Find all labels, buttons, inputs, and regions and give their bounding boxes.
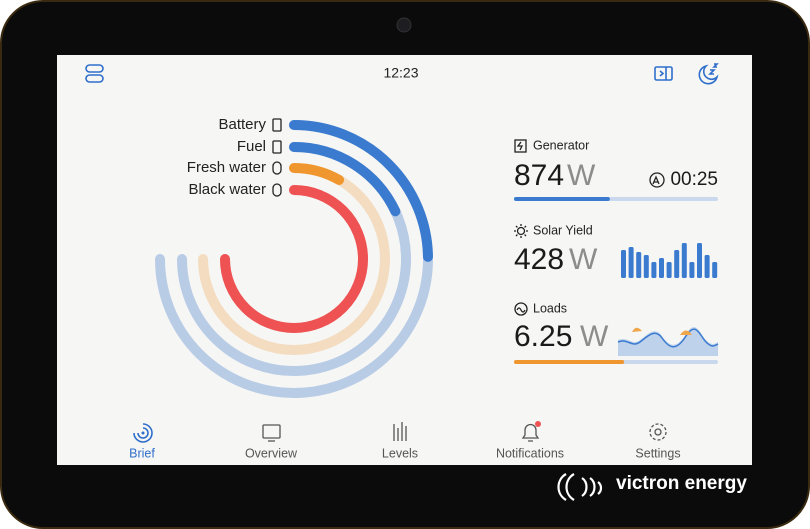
history-bar <box>697 243 702 278</box>
loads-sparkline <box>617 327 719 356</box>
gauge-icon <box>272 140 282 154</box>
tile-title: Generator <box>533 138 589 152</box>
tile-value: 6.25 <box>514 320 572 353</box>
nav-label[interactable]: Levels <box>382 446 418 460</box>
history-bar <box>659 258 664 278</box>
nav-label[interactable]: Notifications <box>496 446 564 460</box>
sidebar-icon[interactable] <box>654 66 673 81</box>
history-bar <box>643 255 649 278</box>
progress-fill <box>514 197 610 201</box>
gauge-label: Black water <box>188 181 266 198</box>
history-bar <box>621 250 626 278</box>
progress-fill <box>514 360 625 364</box>
gauge-label: Fresh water <box>187 159 266 176</box>
history-bar <box>651 262 657 278</box>
generator-icon <box>514 139 527 153</box>
history-bar <box>628 247 634 278</box>
gauge-fill <box>289 120 433 262</box>
gauge-fill <box>289 163 345 185</box>
gauge-label: Battery <box>218 116 266 133</box>
levels-icon[interactable] <box>393 422 407 441</box>
sun-icon <box>514 224 528 238</box>
loads-icon <box>514 302 528 316</box>
history-bar <box>681 243 687 278</box>
tile-title: Solar Yield <box>533 223 593 237</box>
history-bar <box>712 262 718 278</box>
brief-icon[interactable] <box>133 423 153 443</box>
settings-icon[interactable] <box>649 423 667 441</box>
nav-label[interactable]: Settings <box>635 446 680 460</box>
nav-label[interactable]: Overview <box>245 446 298 460</box>
gauge-fill <box>289 142 401 217</box>
gauge-icon <box>272 161 282 175</box>
camera <box>396 17 412 33</box>
history-bar <box>674 250 680 278</box>
history-bar <box>636 252 642 278</box>
sleep-icon[interactable] <box>698 63 719 85</box>
tile-title: Loads <box>533 301 567 315</box>
gauge-icon <box>272 183 282 197</box>
tile-value: 874 <box>514 159 564 192</box>
tile-value: 428 <box>514 243 564 276</box>
gauge-fill <box>220 185 368 333</box>
timer: 00:25 <box>670 169 718 190</box>
tile-unit: W <box>580 320 609 353</box>
tile-unit: W <box>567 159 596 192</box>
tile-unit: W <box>569 243 598 276</box>
notifications-icon[interactable] <box>521 421 541 442</box>
history-bar <box>666 262 672 278</box>
overview-icon[interactable] <box>262 424 281 442</box>
brand-logo <box>557 473 603 501</box>
history-bar <box>689 262 695 278</box>
clock: 12:23 <box>383 65 418 81</box>
history-bar <box>704 255 710 278</box>
brand-name: victron energy <box>616 473 747 494</box>
menu-icon[interactable] <box>85 64 104 83</box>
timer-icon <box>649 172 665 188</box>
gauge-track <box>198 163 390 355</box>
nav-label[interactable]: Brief <box>129 446 155 460</box>
gauge-label: Fuel <box>237 138 266 155</box>
gauge-icon <box>272 118 282 132</box>
